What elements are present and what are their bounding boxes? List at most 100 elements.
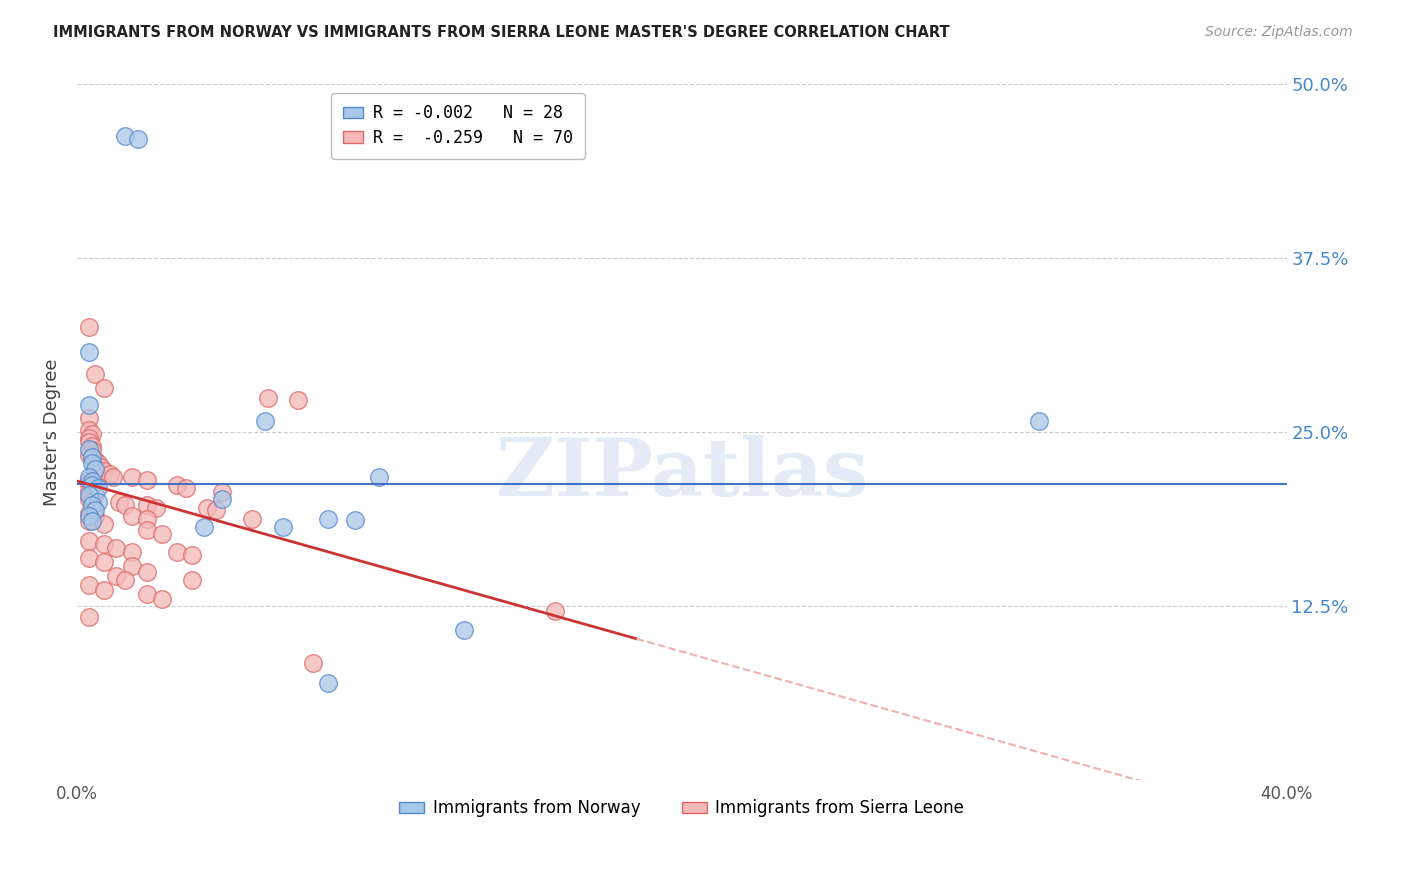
Point — [77, 423, 100, 437]
Point — [77, 508, 100, 523]
Point — [84, 508, 107, 523]
Point — [135, 523, 157, 537]
Point — [77, 488, 100, 502]
Point — [114, 498, 136, 512]
Point — [77, 319, 100, 334]
Point — [84, 367, 107, 381]
Point — [105, 541, 128, 555]
Text: Source: ZipAtlas.com: Source: ZipAtlas.com — [1205, 25, 1353, 39]
Point — [82, 426, 104, 441]
Point — [82, 498, 104, 512]
Point — [77, 550, 100, 565]
Point — [211, 485, 233, 500]
Point — [105, 568, 128, 582]
Point — [181, 548, 204, 562]
Point — [93, 464, 115, 478]
Point — [84, 480, 107, 494]
Point — [344, 513, 367, 527]
Text: ZIPatlas: ZIPatlas — [496, 435, 868, 513]
Point — [114, 573, 136, 587]
Point — [135, 565, 157, 579]
Point — [84, 486, 107, 500]
Point — [150, 592, 173, 607]
Point — [135, 511, 157, 525]
Point — [82, 475, 104, 490]
Point — [82, 515, 104, 529]
Point — [181, 573, 204, 587]
Point — [242, 511, 264, 525]
Point — [77, 442, 100, 456]
Point — [77, 578, 100, 592]
Point — [82, 495, 104, 509]
Point — [127, 132, 149, 146]
Point — [93, 381, 115, 395]
Point — [90, 460, 112, 475]
Point — [93, 582, 115, 597]
Point — [77, 473, 100, 487]
Point — [195, 500, 218, 515]
Point — [84, 453, 107, 467]
Point — [82, 450, 104, 465]
Point — [77, 470, 100, 484]
Point — [166, 478, 188, 492]
Point — [77, 448, 100, 462]
Point — [1028, 414, 1050, 428]
Point — [166, 545, 188, 559]
Point — [174, 481, 197, 495]
Point — [87, 495, 110, 509]
Point — [77, 431, 100, 445]
Point — [98, 467, 121, 482]
Point — [121, 545, 143, 559]
Point — [256, 391, 278, 405]
Y-axis label: Master's Degree: Master's Degree — [44, 359, 60, 506]
Point — [82, 456, 104, 470]
Point — [82, 443, 104, 458]
Point — [84, 503, 107, 517]
Point — [82, 474, 104, 488]
Point — [77, 610, 100, 624]
Point — [287, 393, 309, 408]
Point — [121, 470, 143, 484]
Point — [135, 473, 157, 487]
Point — [108, 495, 131, 509]
Point — [77, 411, 100, 425]
Point — [93, 517, 115, 532]
Point — [544, 603, 567, 617]
Point — [77, 515, 100, 529]
Point — [87, 481, 110, 495]
Point — [77, 398, 100, 412]
Point — [211, 492, 233, 507]
Point — [193, 520, 215, 534]
Point — [93, 537, 115, 551]
Point — [77, 344, 100, 359]
Point — [77, 435, 100, 450]
Point — [253, 414, 276, 428]
Point — [77, 476, 100, 491]
Point — [103, 470, 125, 484]
Point — [77, 483, 100, 498]
Point — [77, 533, 100, 548]
Text: IMMIGRANTS FROM NORWAY VS IMMIGRANTS FROM SIERRA LEONE MASTER'S DEGREE CORRELATI: IMMIGRANTS FROM NORWAY VS IMMIGRANTS FRO… — [53, 25, 950, 40]
Point — [316, 511, 339, 525]
Point — [205, 503, 228, 517]
Point — [87, 456, 110, 470]
Point — [453, 623, 475, 637]
Point — [121, 508, 143, 523]
Legend: Immigrants from Norway, Immigrants from Sierra Leone: Immigrants from Norway, Immigrants from … — [392, 793, 972, 824]
Point — [82, 450, 104, 465]
Point — [84, 461, 107, 475]
Point — [77, 506, 100, 520]
Point — [316, 676, 339, 690]
Point — [145, 500, 167, 515]
Point — [368, 470, 391, 484]
Point — [150, 527, 173, 541]
Point — [114, 128, 136, 143]
Point — [77, 492, 100, 507]
Point — [121, 559, 143, 574]
Point — [82, 439, 104, 453]
Point — [271, 520, 294, 534]
Point — [135, 498, 157, 512]
Point — [302, 657, 325, 671]
Point — [93, 555, 115, 569]
Point — [135, 587, 157, 601]
